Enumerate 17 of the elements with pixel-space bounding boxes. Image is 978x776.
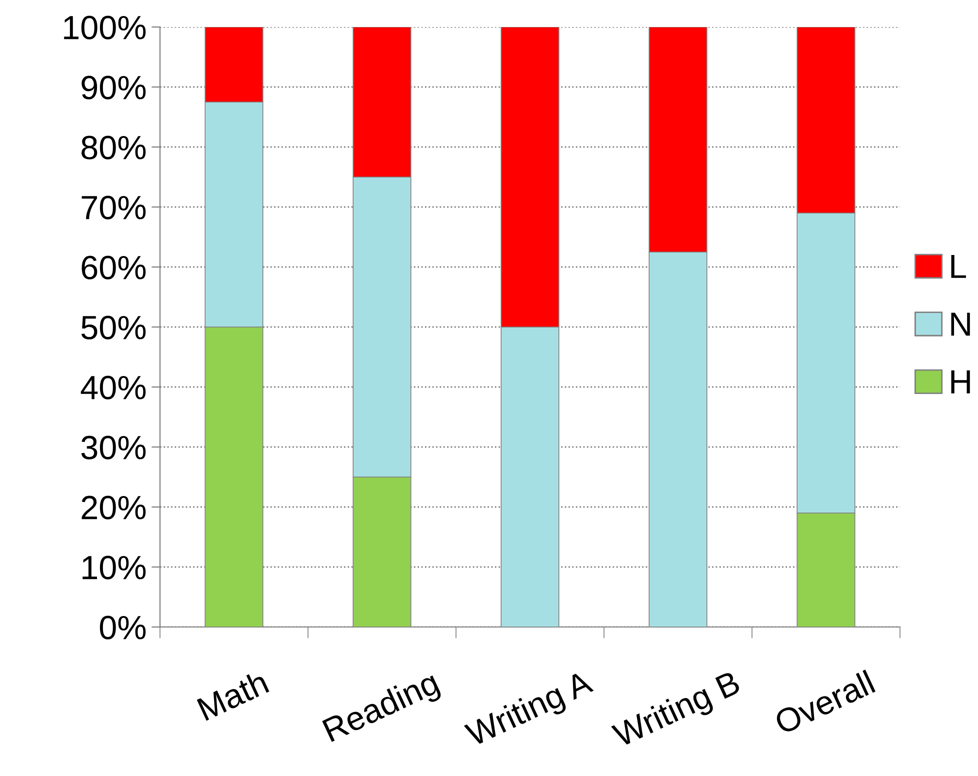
y-tick-label: 80% xyxy=(82,136,146,160)
y-tick-label: 20% xyxy=(82,496,146,520)
y-tick-label: 30% xyxy=(81,436,146,460)
y-tick-label: 40% xyxy=(80,376,146,400)
y-tick-label: 90% xyxy=(82,76,146,100)
legend-label: N xyxy=(951,312,970,336)
y-tick-label: 70% xyxy=(82,196,146,220)
x-tick-label: Math xyxy=(196,670,270,722)
y-tick-label: 60% xyxy=(82,256,146,280)
x-tick-label: Writing A xyxy=(463,668,597,753)
x-tick-label: Writing B xyxy=(610,669,744,754)
y-tick-label: 10% xyxy=(82,556,146,580)
legend-label: H xyxy=(951,370,970,394)
y-tick-label: 50% xyxy=(81,316,146,340)
y-tick-label: 0% xyxy=(100,616,146,640)
legend-label: L xyxy=(951,254,966,278)
y-tick-label: 100% xyxy=(64,16,146,40)
